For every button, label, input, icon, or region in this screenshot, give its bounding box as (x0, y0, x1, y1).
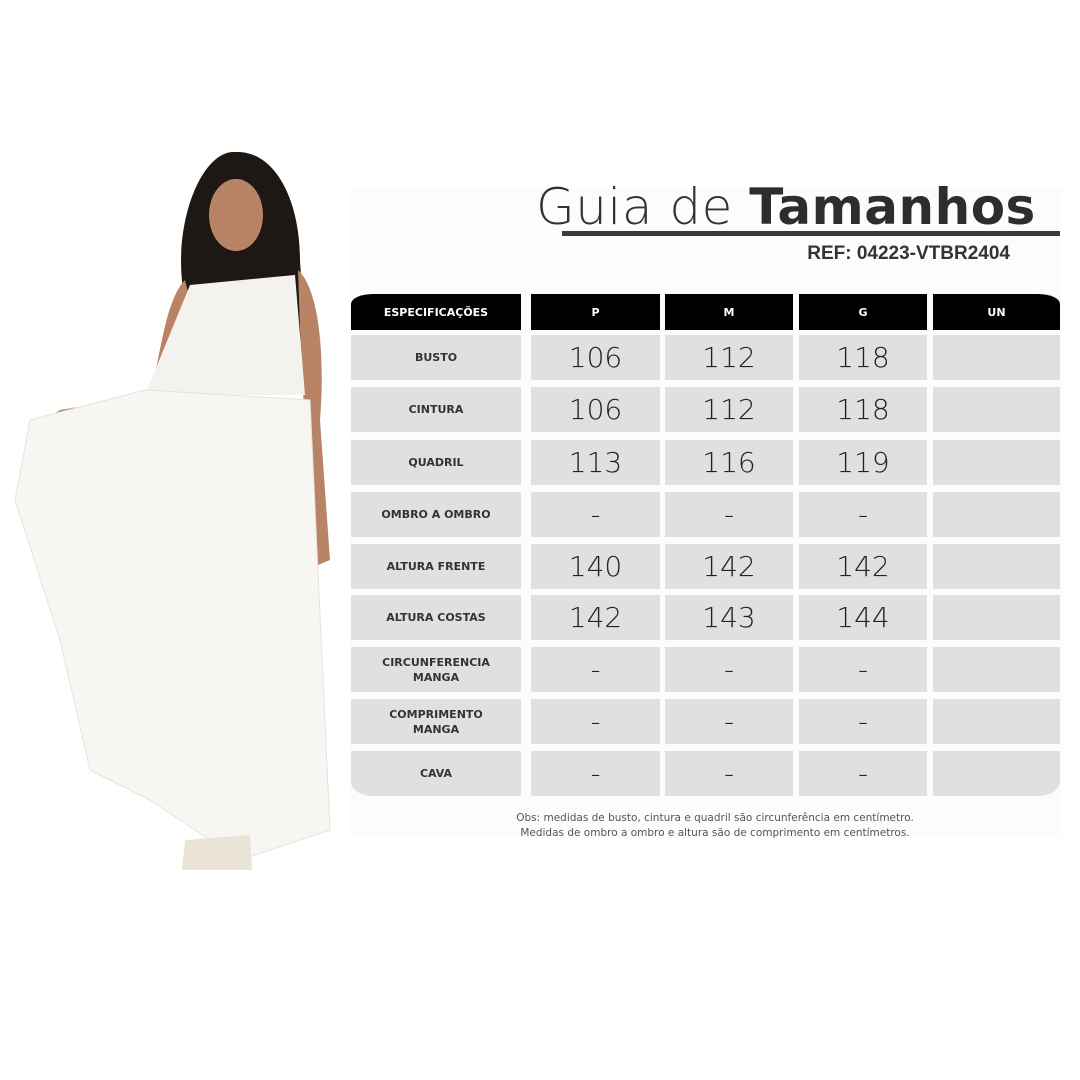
model-shoes (182, 835, 252, 870)
size-value: - (531, 492, 660, 537)
product-ref: REF: 04223-VTBR2404 (807, 243, 1010, 264)
size-value (933, 647, 1060, 692)
row-label: CINTURA (351, 387, 521, 432)
size-value: 142 (531, 595, 660, 640)
notes: Obs: medidas de busto, cintura e quadril… (430, 811, 1000, 841)
size-value: - (665, 492, 793, 537)
title-light: Guia de (536, 178, 733, 236)
model-right-arm (298, 270, 330, 565)
size-value (933, 544, 1060, 589)
note-line: Obs: medidas de busto, cintura e quadril… (516, 812, 914, 824)
page-title: Guia de Tamanhos (536, 178, 1036, 236)
size-value: - (799, 751, 927, 796)
header-p: P (531, 294, 660, 330)
model-photo (14, 151, 331, 870)
size-value: 142 (799, 544, 927, 589)
size-value (933, 699, 1060, 744)
size-value: - (665, 699, 793, 744)
model-face (209, 179, 263, 251)
header-un: UN (933, 294, 1060, 330)
header-g: G (799, 294, 927, 330)
row-label: BUSTO (351, 335, 521, 380)
size-value: 106 (531, 335, 660, 380)
size-value (933, 595, 1060, 640)
row-label: CAVA (351, 751, 521, 796)
size-value (933, 492, 1060, 537)
title-underline (562, 231, 1060, 236)
row-label: CIRCUNFERENCIA MANGA (351, 647, 521, 692)
row-label: OMBRO A OMBRO (351, 492, 521, 537)
size-value: 113 (531, 440, 660, 485)
title-bold: Tamanhos (749, 178, 1036, 236)
size-value (933, 751, 1060, 796)
note-line: Medidas de ombro a ombro e altura são de… (520, 827, 910, 839)
row-label: ALTURA COSTAS (351, 595, 521, 640)
size-value: - (665, 751, 793, 796)
size-value: - (531, 751, 660, 796)
size-value: 112 (665, 387, 793, 432)
size-value: - (799, 699, 927, 744)
size-value: 142 (665, 544, 793, 589)
size-value (933, 335, 1060, 380)
size-value (933, 387, 1060, 432)
size-value: - (531, 699, 660, 744)
size-value: 140 (531, 544, 660, 589)
size-value: - (799, 492, 927, 537)
size-value: 116 (665, 440, 793, 485)
header-spec: ESPECIFICAÇÕES (351, 294, 521, 330)
size-value: - (665, 647, 793, 692)
row-label: ALTURA FRENTE (351, 544, 521, 589)
size-value: 118 (799, 335, 927, 380)
row-label: COMPRIMENTO MANGA (351, 699, 521, 744)
size-value: 119 (799, 440, 927, 485)
size-value: 106 (531, 387, 660, 432)
header-m: M (665, 294, 793, 330)
size-value: 118 (799, 387, 927, 432)
row-label: QUADRIL (351, 440, 521, 485)
size-value (933, 440, 1060, 485)
size-value: - (799, 647, 927, 692)
size-value: - (531, 647, 660, 692)
model-dress (14, 389, 331, 861)
model-top (145, 275, 305, 395)
size-value: 143 (665, 595, 793, 640)
size-value: 144 (799, 595, 927, 640)
size-value: 112 (665, 335, 793, 380)
